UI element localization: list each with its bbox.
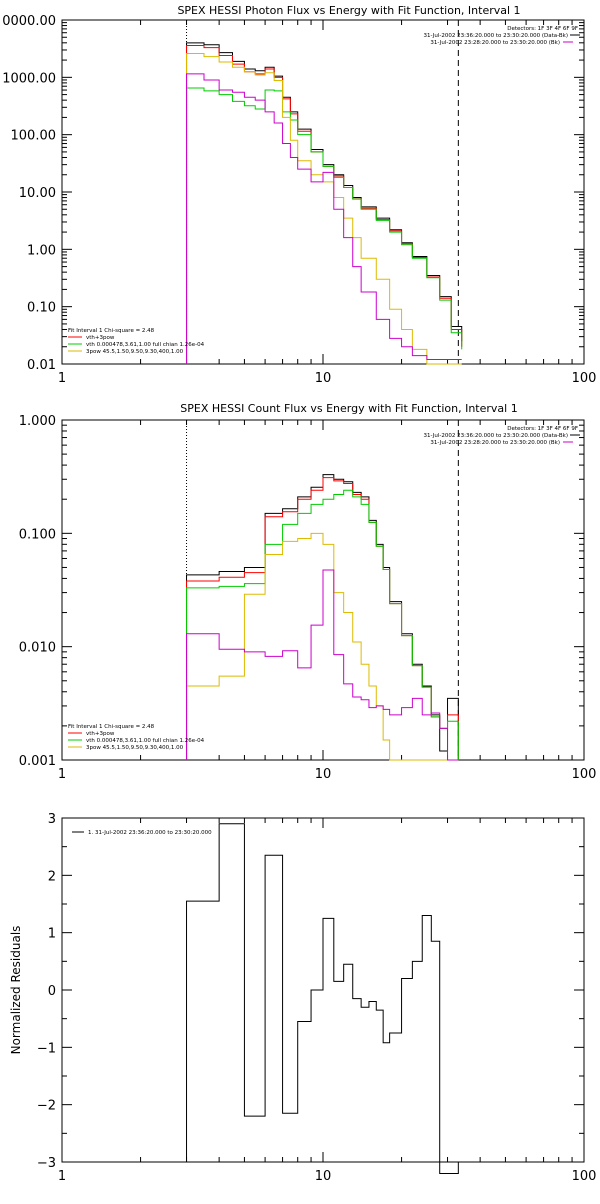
residuals-series-group	[186, 823, 459, 1174]
residuals-ytick-label: −3	[37, 1156, 56, 1171]
count-flux-data-interval: 31-Jul-2002 23:36:20.000 to 23:30:20.000…	[424, 433, 569, 439]
residuals-ytick-label: 1	[48, 927, 56, 942]
photon-flux-series-2	[186, 87, 463, 364]
count-flux-ytick-label: 0.001	[19, 754, 56, 769]
count-flux-ytick-label: 0.100	[19, 527, 56, 542]
photon-flux-ytick-label: 0.01	[27, 358, 56, 373]
count-flux-panel: SPEX HESSI Count Flux vs Energy with Fit…	[19, 402, 597, 782]
count-flux-fit-3pow: 3pow 45.5,1.50,9.50,9.30,400,1.00	[86, 745, 184, 751]
count-flux-fit-chisq: Fit Interval 1 Chi-square = 2.48	[68, 724, 155, 730]
photon-flux-fit-chisq: Fit Interval 1 Chi-square = 2.48	[68, 328, 155, 334]
photon-flux-series-3	[186, 53, 462, 365]
count-flux-fit-model: vth+3pow	[86, 731, 115, 737]
residuals-series-0	[186, 823, 459, 1174]
photon-flux-title: SPEX HESSI Photon Flux vs Energy with Fi…	[177, 4, 520, 17]
count-flux-fit-legend: Fit Interval 1 Chi-square = 2.48 vth+3po…	[68, 724, 205, 751]
photon-flux-series-1	[186, 44, 463, 364]
photon-flux-series-0	[186, 42, 463, 364]
count-flux-fit-vth: vth 0.000478,3.61,1.00 full chian 1.26e-…	[86, 738, 205, 744]
photon-flux-bk-interval: 31-Jul-2002 23:28:20.000 to 23:30:20.000…	[430, 40, 560, 46]
photon-flux-fit-legend: Fit Interval 1 Chi-square = 2.48 vth+3po…	[68, 328, 205, 355]
photon-flux-info: Detectors: 1F 3F 4F 6F 9F 31-Jul-2002 23…	[424, 26, 580, 46]
count-flux-info: Detectors: 1F 3F 4F 6F 9F 31-Jul-2002 23…	[424, 426, 580, 446]
photon-flux-fit-model: vth+3pow	[86, 335, 115, 341]
count-flux-ytick-label: 1.000	[19, 414, 56, 429]
photon-flux-series-group	[186, 42, 463, 365]
photon-flux-ytick-label: 1.00	[27, 243, 56, 258]
count-flux-series-2	[186, 489, 459, 760]
residuals-panel: Normalized Residuals 1 10 100 −3 −2 −1 0 1 2 3 1.…	[9, 812, 596, 1184]
residuals-xtick-label: 10	[315, 1169, 332, 1184]
photon-flux-range-markers	[186, 20, 459, 364]
residuals-legend-label: 1. 31-Jul-2002 23:36:20.000 to 23:30:20.…	[88, 830, 212, 836]
residuals-ytick-label: 2	[48, 869, 56, 884]
count-flux-series-1	[186, 477, 459, 760]
count-flux-axes: 1 10 100 0.001 0.010 0.100 1.000	[19, 414, 597, 782]
count-flux-title: SPEX HESSI Count Flux vs Energy with Fit…	[180, 402, 517, 415]
count-flux-range-markers	[186, 420, 459, 760]
residuals-ylabel: Normalized Residuals	[9, 926, 23, 1055]
photon-flux-fit-3pow: 3pow 45.5,1.50,9.50,9.30,400,1.00	[86, 349, 184, 355]
residuals-xtick-label: 100	[572, 1169, 597, 1184]
residuals-xtick-label: 1	[58, 1169, 66, 1184]
photon-flux-data-interval: 31-Jul-2002 23:36:20.000 to 23:30:20.000…	[424, 33, 569, 39]
count-flux-xtick-label: 10	[315, 767, 332, 782]
count-flux-series-group	[186, 474, 459, 761]
photon-flux-detectors: Detectors: 1F 3F 4F 6F 9F	[507, 26, 578, 32]
photon-flux-ytick-label: 1000.00	[2, 71, 56, 86]
count-flux-series-3	[186, 532, 459, 761]
photon-flux-xtick-label: 100	[572, 371, 597, 386]
residuals-legend: 1. 31-Jul-2002 23:36:20.000 to 23:30:20.…	[72, 830, 212, 836]
photon-flux-series-4	[186, 73, 462, 364]
photon-flux-ytick-label: 10.00	[19, 186, 56, 201]
photon-flux-xtick-label: 1	[58, 371, 66, 386]
residuals-ytick-label: −1	[37, 1041, 56, 1056]
count-flux-xtick-label: 1	[58, 767, 66, 782]
count-flux-xtick-label: 100	[572, 767, 597, 782]
count-flux-series-0	[186, 474, 459, 760]
photon-flux-fit-vth: vth 0.000478,3.61,1.00 full chian 1.26e-…	[86, 342, 205, 348]
count-flux-series-4	[186, 569, 459, 761]
residuals-axes: 1 10 100 −3 −2 −1 0 1 2 3	[37, 812, 597, 1184]
residuals-ytick-label: −2	[37, 1099, 56, 1114]
photon-flux-axes: 1 10 100 0.01 0.10 1.00 10.00 100.00 1000.00 0000…	[2, 14, 596, 386]
photon-flux-panel: SPEX HESSI Photon Flux vs Energy with Fi…	[2, 4, 596, 386]
count-flux-ytick-label: 0.010	[19, 641, 56, 656]
residuals-ytick-label: 0	[48, 984, 56, 999]
count-flux-bk-interval: 31-Jul-2002 23:28:20.000 to 23:30:20.000…	[430, 440, 560, 446]
photon-flux-ytick-label: 100.00	[11, 129, 57, 144]
photon-flux-ytick-label: 0000.00	[2, 14, 56, 29]
photon-flux-plot-frame	[61, 19, 585, 365]
count-flux-detectors: Detectors: 1F 3F 4F 6F 9F	[507, 426, 578, 432]
residuals-ytick-label: 3	[48, 812, 56, 827]
photon-flux-ytick-label: 0.10	[27, 301, 56, 316]
photon-flux-xtick-label: 10	[315, 371, 332, 386]
